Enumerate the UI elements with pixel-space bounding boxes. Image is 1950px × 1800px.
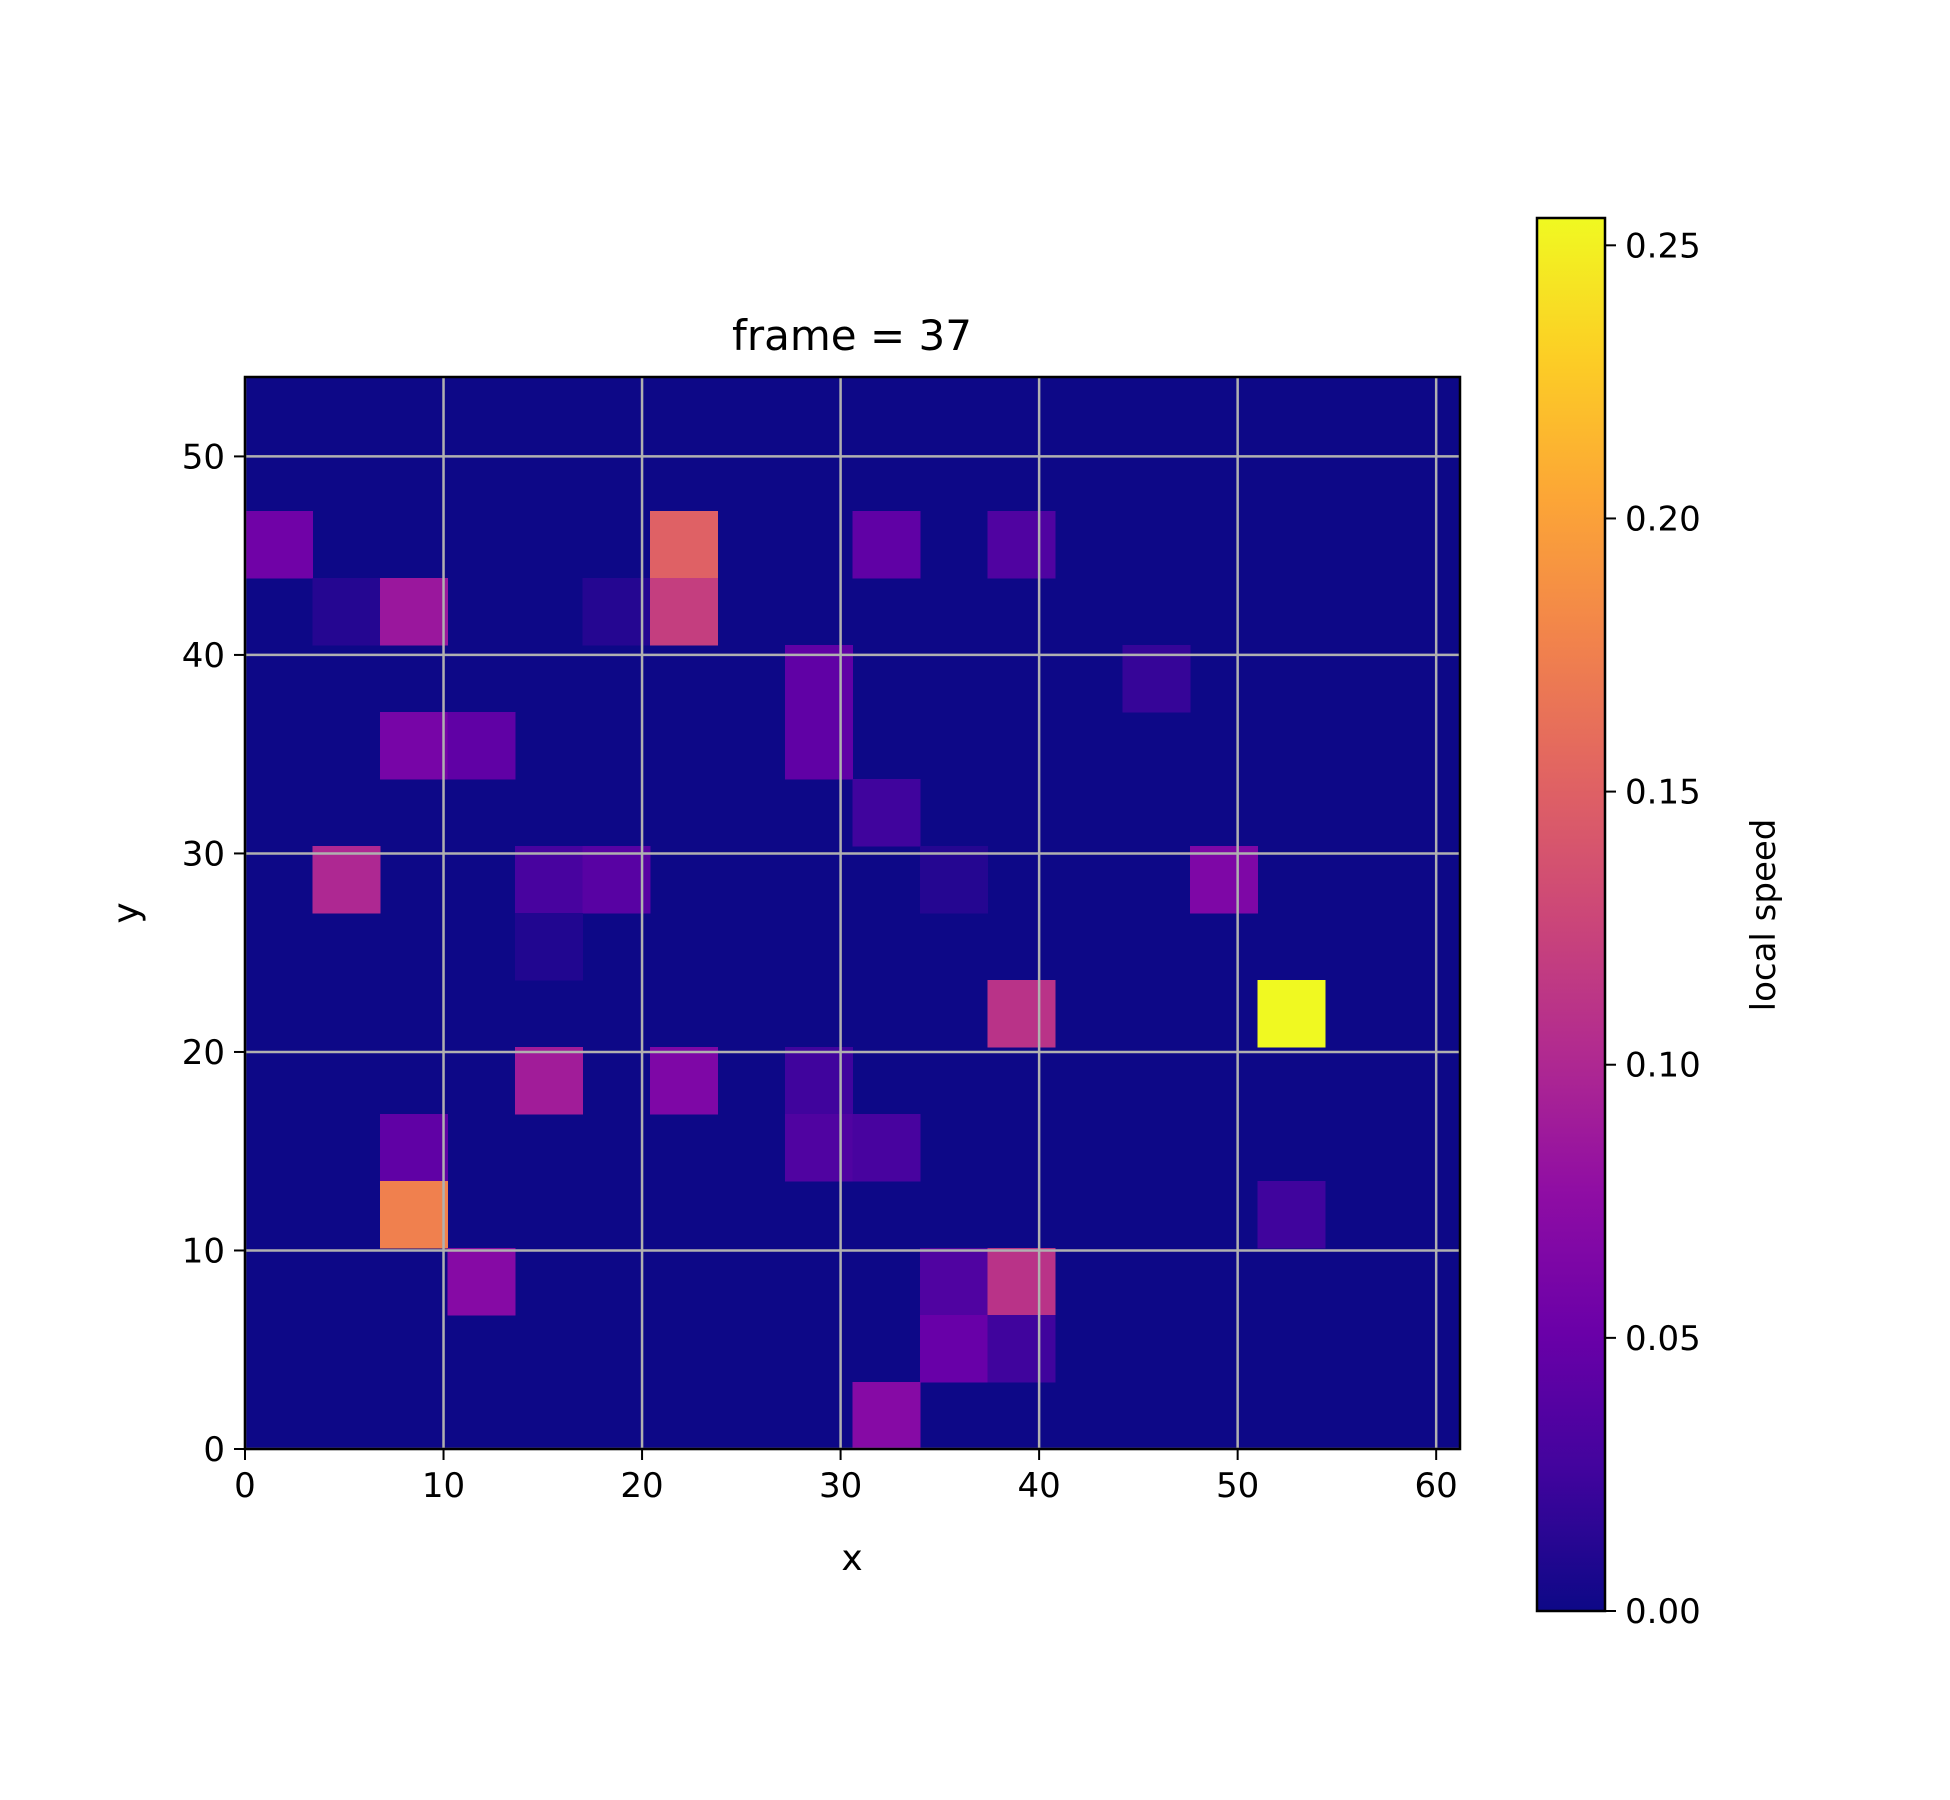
heatmap-cell	[447, 712, 516, 780]
colorbar-tick-label: 0.20	[1625, 499, 1701, 539]
colorbar-tick-label: 0.25	[1625, 226, 1701, 266]
heatmap-cell	[650, 1047, 718, 1115]
x-tick-label: 50	[1216, 1466, 1259, 1506]
heatmap-cell	[515, 846, 583, 914]
heatmap-cell	[987, 1315, 1056, 1383]
plot-area: 0 10 20 30 40 50 60 0 10 20 30 40 50	[182, 375, 1462, 1506]
heatmap-cell	[312, 578, 381, 646]
heatmap-cell	[920, 1315, 988, 1383]
heatmap-cell	[785, 712, 853, 780]
colorbar-label: local speed	[1744, 819, 1784, 1012]
heatmap-cell	[650, 578, 718, 646]
heatmap-cell	[920, 1248, 988, 1316]
plot-frame	[243, 375, 1462, 1451]
heatmap-cell	[312, 846, 381, 914]
heatmap-cell	[785, 1047, 853, 1115]
heatmap-cell	[987, 980, 1056, 1048]
x-tick-label: 40	[1017, 1466, 1060, 1506]
heatmap-cell	[852, 779, 921, 847]
colorbar: 0.00 0.05 0.10 0.15 0.20 0.25 local speed	[1535, 216, 1784, 1632]
y-tick-label: 30	[182, 834, 225, 874]
heatmap-cell	[582, 846, 651, 914]
y-axis-label: y	[106, 902, 147, 923]
heatmap-cell	[380, 578, 448, 646]
x-tick-label: 30	[819, 1466, 862, 1506]
heatmap-cell	[987, 1248, 1056, 1316]
y-tick-label: 20	[182, 1033, 225, 1073]
heatmap-cell	[852, 1114, 921, 1182]
x-axis-label: x	[841, 1538, 862, 1579]
heatmap-cell	[987, 511, 1056, 579]
colorbar-tick-label: 0.05	[1625, 1319, 1701, 1359]
colorbar-tick-label: 0.15	[1625, 773, 1701, 813]
y-tick-label: 0	[203, 1430, 225, 1470]
heatmap-cell	[245, 511, 313, 579]
heatmap-cell	[582, 578, 651, 646]
x-tick-label: 10	[422, 1466, 465, 1506]
colorbar-tick-label: 0.00	[1625, 1592, 1701, 1632]
y-axis-ticks: 0 10 20 30 40 50	[182, 437, 245, 1470]
chart-title: frame = 37	[732, 311, 972, 360]
heatmap-cell	[852, 1382, 921, 1450]
heatmap-cell	[1257, 1181, 1326, 1249]
heatmap-cell	[785, 1114, 853, 1182]
heatmap-cell	[1190, 846, 1258, 914]
colorbar-gradient	[1535, 216, 1607, 1613]
heatmap-cell	[380, 1114, 448, 1182]
heatmap-cell	[1122, 645, 1191, 713]
colorbar-tick-label: 0.10	[1625, 1046, 1701, 1086]
y-tick-label: 40	[182, 636, 225, 676]
heatmap-cell	[920, 846, 988, 914]
heatmap-cell	[1257, 980, 1326, 1048]
x-axis-ticks: 0 10 20 30 40 50 60	[234, 1449, 1458, 1506]
colorbar-ticks: 0.00 0.05 0.10 0.15 0.20 0.25	[1605, 226, 1701, 1632]
heatmap-cell	[380, 1181, 448, 1249]
heatmap-cell	[515, 913, 583, 981]
y-tick-label: 10	[182, 1231, 225, 1271]
heatmap-cell	[447, 1248, 516, 1316]
heatmap-cell	[515, 1047, 583, 1115]
heatmap-cell	[650, 511, 718, 579]
x-tick-label: 60	[1415, 1466, 1458, 1506]
x-tick-label: 0	[234, 1466, 256, 1506]
y-tick-label: 50	[182, 437, 225, 477]
x-tick-label: 20	[620, 1466, 663, 1506]
heatmap-cell	[852, 511, 921, 579]
heatmap-cell	[380, 712, 448, 780]
